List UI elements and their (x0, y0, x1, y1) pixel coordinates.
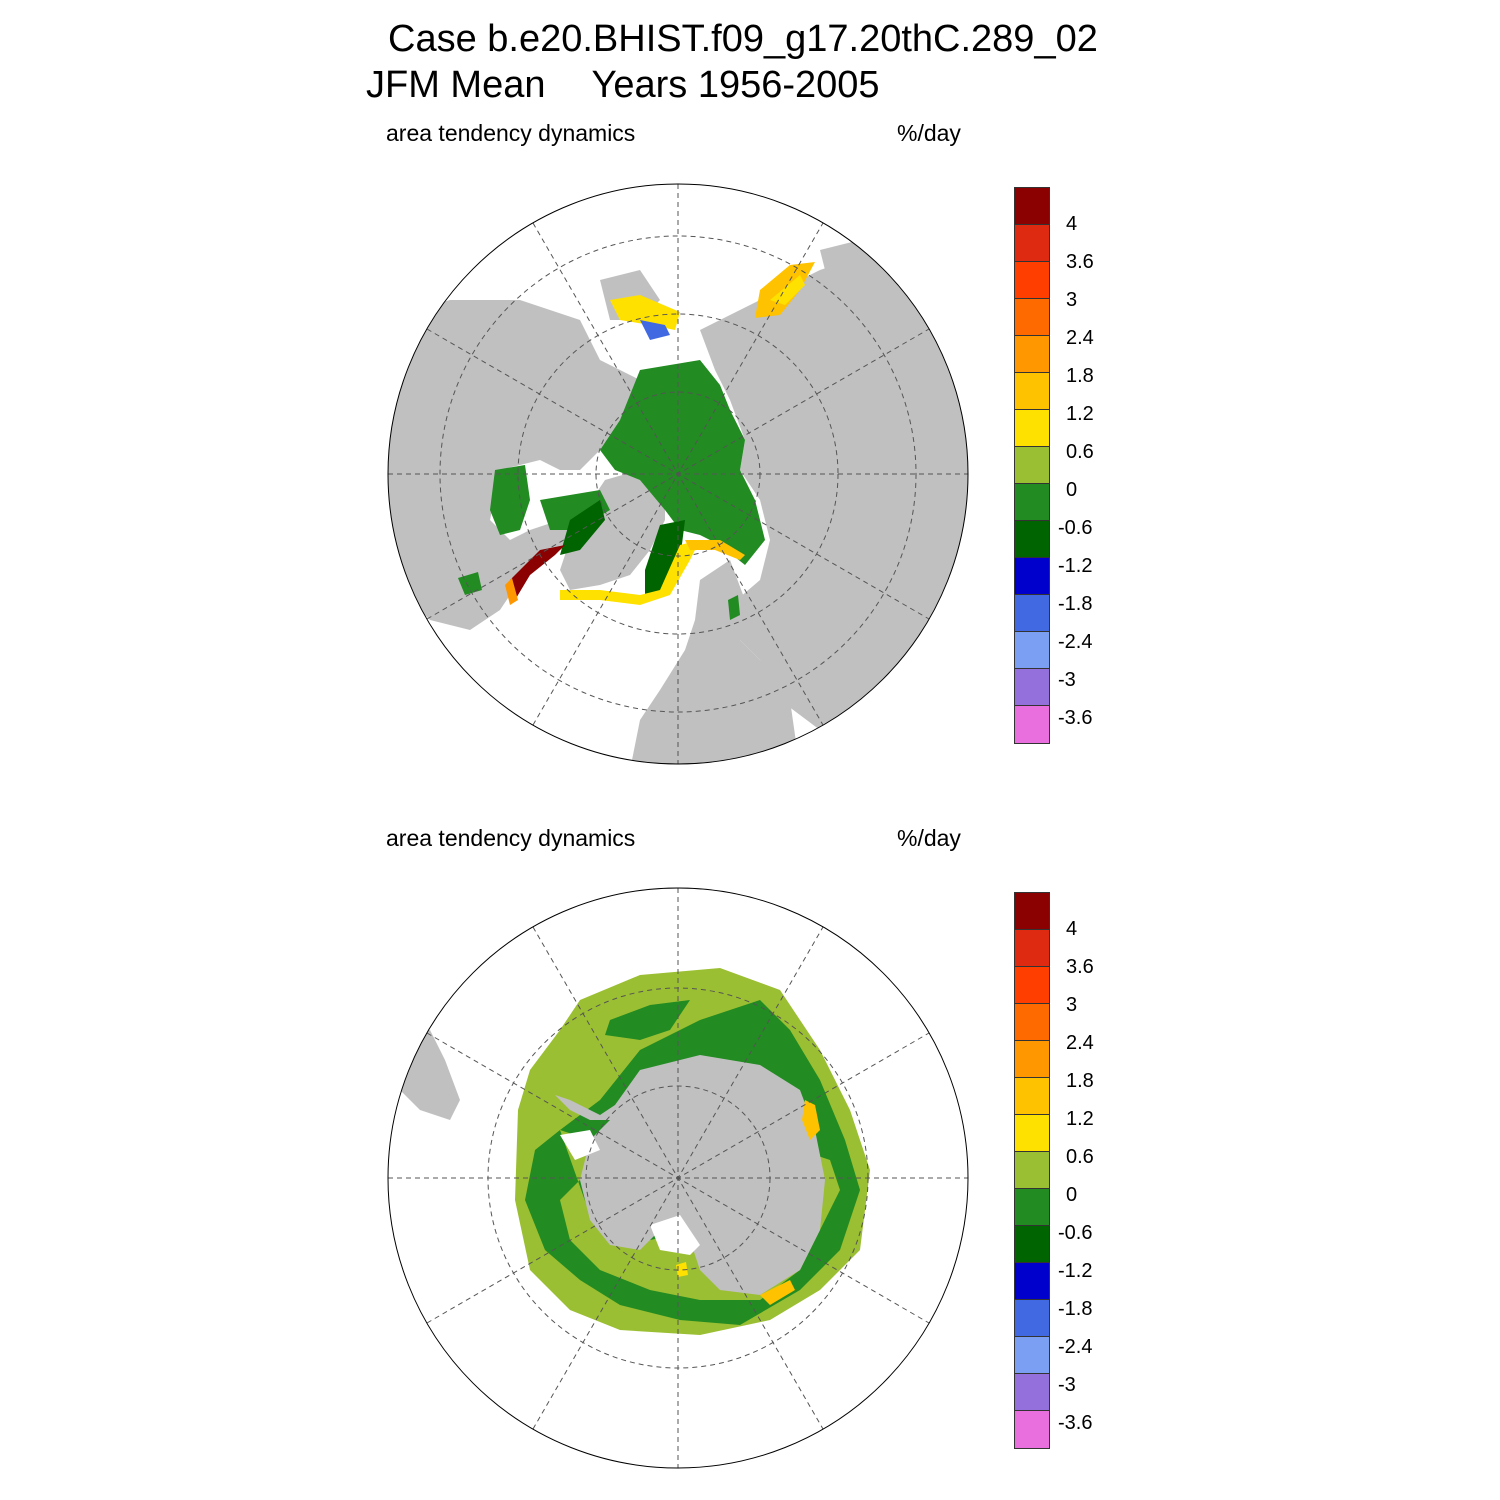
colorbar-tick-label: -1.8 (1058, 1298, 1093, 1320)
colorbar-tick-label: -3 (1058, 1374, 1076, 1396)
colorbar-tick-label: 0.6 (1066, 1146, 1094, 1168)
north-variable-label: area tendency dynamics (386, 120, 636, 146)
colorbar-swatch (1015, 930, 1049, 967)
colorbar-swatch (1015, 1263, 1049, 1300)
colorbar-swatch (1015, 299, 1049, 336)
colorbar-tick-label: -3.6 (1058, 1412, 1093, 1434)
colorbar-tick-label: -3 (1058, 669, 1076, 691)
colorbar-swatch (1015, 1300, 1049, 1337)
colorbar-swatch (1015, 225, 1049, 262)
colorbar-tick-label: 0.6 (1066, 441, 1094, 463)
south-polar-map (388, 888, 968, 1468)
land-antarctica (555, 1055, 825, 1295)
colorbar-tick-label: -2.4 (1058, 631, 1093, 653)
colorbar-tick-label: 0 (1066, 479, 1078, 501)
colorbar-tick-label: -0.6 (1058, 517, 1093, 539)
figure-subtitle: JFM Mean Years 1956-2005 (366, 64, 880, 107)
bering-sea-band (610, 295, 680, 330)
colorbar-swatch (1015, 1226, 1049, 1263)
colorbar-swatch (1015, 336, 1049, 373)
colorbar-tick-label: 3 (1066, 289, 1078, 311)
colorbar-tick-label: 3.6 (1066, 251, 1094, 273)
colorbar-tick-label: -2.4 (1058, 1336, 1093, 1358)
colorbar-swatch (1015, 893, 1049, 930)
north-map-border (387, 183, 969, 765)
south-map-border (387, 887, 969, 1469)
colorbar-swatch (1015, 447, 1049, 484)
colorbar-swatch (1015, 1004, 1049, 1041)
colorbar-tick-label: 1.2 (1066, 1108, 1094, 1130)
land-kamchatka (820, 240, 880, 300)
colorbar-tick-label: -0.6 (1058, 1222, 1093, 1244)
colorbar-swatch (1015, 558, 1049, 595)
colorbar-tick-label: 3.6 (1066, 956, 1094, 978)
colorbar-tick-label: 4 (1066, 213, 1078, 235)
colorbar-tick-label: 2.4 (1066, 327, 1094, 349)
colorbar-swatch (1015, 1337, 1049, 1374)
south-variable-label: area tendency dynamics (386, 825, 636, 851)
colorbar-swatch (1015, 669, 1049, 706)
colorbar-swatch (1015, 967, 1049, 1004)
colorbar-swatch (1015, 1152, 1049, 1189)
colorbar-swatch (1015, 188, 1049, 225)
colorbar-tick-label: 1.8 (1066, 365, 1094, 387)
colorbar-swatch (1015, 1041, 1049, 1078)
colorbar-swatch (1015, 1411, 1049, 1448)
colorbar-swatch (1015, 521, 1049, 558)
north-units-label: %/day (897, 120, 961, 146)
colorbar-swatch (1015, 484, 1049, 521)
colorbar-tick-label: 1.8 (1066, 1070, 1094, 1092)
colorbar-tick-label: 2.4 (1066, 1032, 1094, 1054)
colorbar-swatch (1015, 1374, 1049, 1411)
colorbar-tick-label: -1.8 (1058, 593, 1093, 615)
colorbar-tick-label: 1.2 (1066, 403, 1094, 425)
colorbar-swatch (1015, 1078, 1049, 1115)
colorbar-tick-label: 3 (1066, 994, 1078, 1016)
colorbar-tick-label: -1.2 (1058, 1260, 1093, 1282)
hudson-bay-ice (490, 465, 530, 535)
colorbar-tick-label: 0 (1066, 1184, 1078, 1206)
colorbar-swatch (1015, 410, 1049, 447)
figure-title: Case b.e20.BHIST.f09_g17.20thC.289_02 (388, 18, 1098, 60)
colorbar-swatch (1015, 373, 1049, 410)
land-europe (630, 560, 800, 764)
colorbar-tick-label: 4 (1066, 918, 1078, 940)
colorbar-swatch (1015, 632, 1049, 669)
colorbar-swatch (1015, 595, 1049, 632)
north-polar-map (388, 184, 968, 764)
south-units-label: %/day (897, 825, 961, 851)
north-colorbar (1014, 187, 1050, 744)
colorbar-tick-label: -3.6 (1058, 707, 1093, 729)
years-label: Years 1956-2005 (591, 64, 880, 106)
land-eurasia (700, 250, 968, 740)
land-greenland (560, 470, 665, 590)
south-colorbar (1014, 892, 1050, 1449)
colorbar-swatch (1015, 1189, 1049, 1226)
season-label: JFM Mean (366, 64, 546, 106)
colorbar-swatch (1015, 706, 1049, 743)
colorbar-swatch (1015, 1115, 1049, 1152)
colorbar-swatch (1015, 262, 1049, 299)
land-north-america (388, 300, 640, 630)
colorbar-tick-label: -1.2 (1058, 555, 1093, 577)
